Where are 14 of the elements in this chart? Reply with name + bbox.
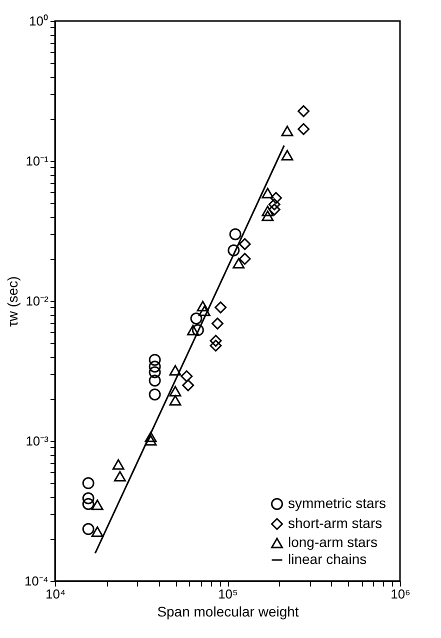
legend-label: linear chains	[288, 551, 367, 567]
x-tick-label: 10⁵	[218, 586, 238, 602]
x-tick-label: 10⁴	[45, 586, 66, 602]
x-axis-title: Span molecular weight	[157, 604, 299, 620]
y-tick-label: 10⁻³	[26, 434, 50, 448]
x-tick-label: 10⁶	[390, 586, 410, 602]
legend-label: symmetric stars	[288, 495, 386, 511]
y-tick-label: 10⁻¹	[26, 154, 50, 168]
legend-label: long-arm stars	[288, 534, 378, 550]
y-tick-label: 10⁻²	[26, 294, 50, 308]
legend-label: short-arm stars	[288, 515, 382, 531]
y-tick-label: 10⁰	[29, 14, 48, 28]
y-tick-label: 10⁻⁴	[24, 574, 48, 588]
y-axis-title: τw (sec)	[4, 276, 20, 327]
